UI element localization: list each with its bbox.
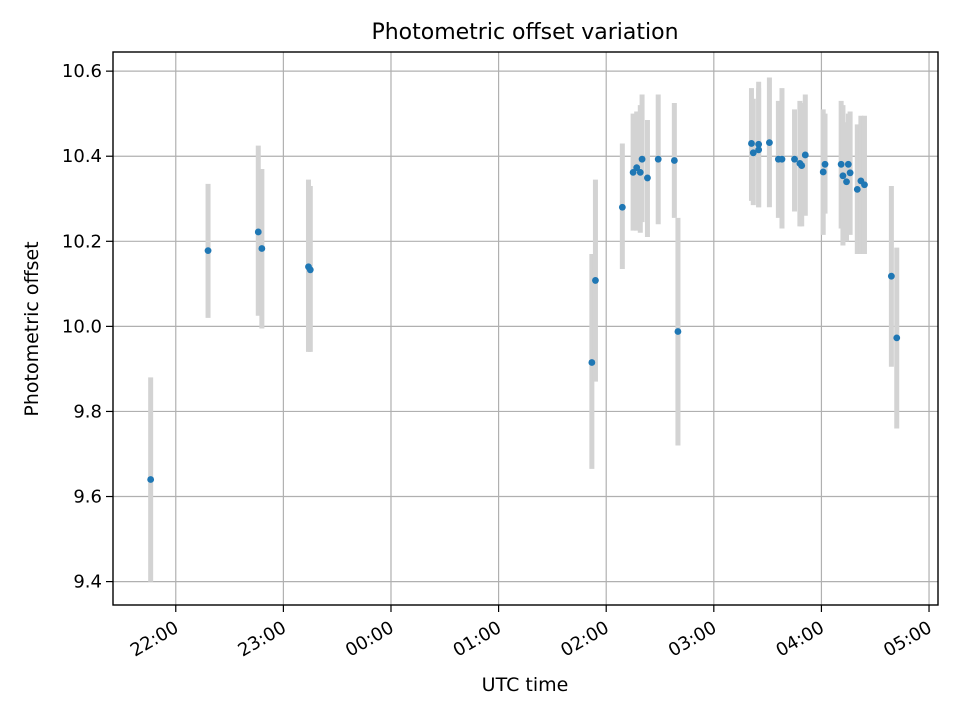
data-points (147, 139, 901, 483)
data-point (839, 172, 847, 180)
data-point (791, 155, 798, 163)
x-tick-label: 05:00 (880, 617, 935, 661)
data-point (844, 160, 852, 168)
y-tick-label: 10.4 (62, 146, 102, 167)
x-tick-label: 22:00 (127, 617, 182, 661)
data-point (638, 155, 646, 163)
data-point (837, 160, 845, 168)
data-point (861, 181, 868, 189)
data-point (748, 140, 755, 147)
data-point (798, 162, 806, 169)
data-point (843, 178, 850, 186)
x-tick-label: 04:00 (772, 617, 827, 661)
y-tick-label: 9.6 (73, 487, 102, 508)
data-point (254, 228, 262, 236)
data-point (853, 185, 861, 193)
data-point (588, 359, 596, 366)
data-point (670, 157, 678, 164)
data-point (654, 155, 662, 163)
data-point (204, 247, 212, 255)
data-point (819, 168, 827, 176)
data-point (801, 151, 809, 159)
data-point (749, 149, 757, 157)
chart-title: Photometric offset variation (371, 20, 678, 45)
plot-frame (112, 51, 939, 606)
x-tick-label: 01:00 (450, 617, 505, 661)
data-point (778, 155, 786, 163)
data-point (766, 139, 773, 147)
x-tick-label: 23:00 (234, 617, 289, 661)
data-point (147, 476, 155, 483)
data-point (887, 272, 895, 280)
y-tick-label: 10.6 (62, 61, 102, 82)
data-point (629, 168, 637, 176)
data-point (821, 160, 829, 168)
data-point (636, 168, 644, 176)
y-tick-label: 9.8 (73, 401, 102, 422)
data-point (618, 203, 626, 211)
y-tick-label: 10.0 (62, 316, 102, 337)
x-axis: 22:00 23:00 00:00 01:00 02:00 03:00 04:00 05:00 (127, 605, 936, 661)
x-tick-label: 02:00 (557, 617, 612, 661)
data-point (592, 277, 599, 284)
data-point (755, 140, 763, 148)
data-point (674, 328, 682, 335)
error-bars (148, 77, 900, 582)
y-tick-label: 9.4 (73, 572, 102, 593)
data-point (258, 245, 266, 252)
y-tick-label: 10.2 (62, 231, 102, 252)
x-axis-label: UTC time (482, 674, 569, 696)
data-point (644, 174, 651, 182)
grid (113, 52, 938, 605)
data-point (846, 169, 854, 177)
x-tick-label: 03:00 (665, 617, 720, 661)
data-point (633, 164, 641, 172)
data-point (755, 146, 763, 154)
y-axis-label: Photometric offset (21, 241, 43, 416)
data-point (893, 334, 901, 342)
y-axis: 9.4 9.6 9.8 10.0 10.2 10.4 10.6 (62, 61, 113, 593)
x-tick-label: 00:00 (342, 617, 397, 661)
data-point (306, 266, 314, 274)
